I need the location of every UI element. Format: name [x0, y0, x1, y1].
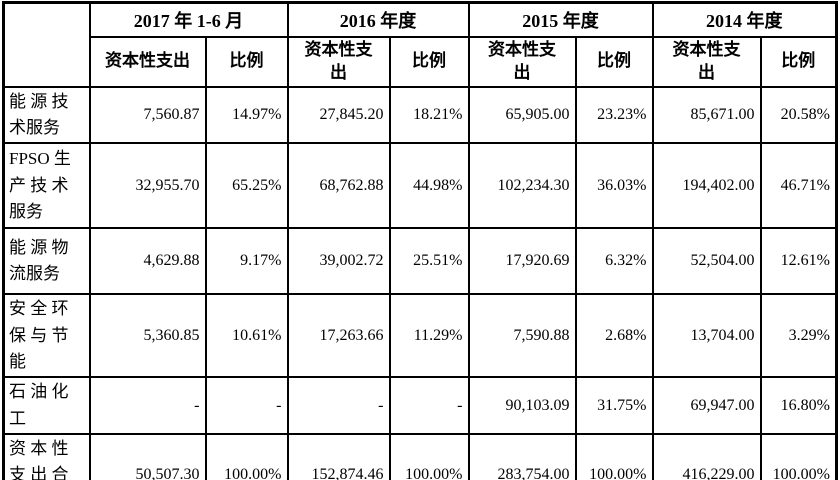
capex-cell: 17,263.66 — [286, 293, 391, 379]
capex-cell: 32,955.70 — [88, 142, 207, 230]
ratio-cell: - — [204, 376, 289, 435]
capex-subheader-2016: 资本性支 出 — [286, 35, 391, 88]
ratio-cell: 18.21% — [388, 85, 470, 145]
ratio-cell: 11.29% — [388, 293, 470, 379]
ratio-cell: 3.29% — [759, 293, 838, 379]
capex-cell: 65,905.00 — [467, 85, 577, 145]
capex-cell: 68,762.88 — [286, 142, 391, 230]
capex-cell: 7,590.88 — [467, 293, 577, 379]
ratio-cell: 2.68% — [574, 293, 654, 379]
period-header-2016: 2016 年度 — [286, 1, 470, 38]
capex-cell: 17,920.69 — [467, 227, 577, 296]
capex-cell: 85,671.00 — [651, 85, 762, 145]
capex-cell: 4,629.88 — [88, 227, 207, 296]
ratio-cell: - — [388, 376, 470, 435]
ratio-subheader-2017: 比例 — [204, 35, 289, 88]
table-row-safety-env: 安 全 环 保 与 节 能 5,360.85 10.61% 17,263.66 … — [2, 293, 838, 379]
capex-cell: 5,360.85 — [88, 293, 207, 379]
capex-cell: 283,754.00 — [467, 432, 577, 480]
capex-cell: 27,845.20 — [286, 85, 391, 145]
capex-cell: 90,103.09 — [467, 376, 577, 435]
table-row-energy-tech: 能 源 技 术服务 7,560.87 14.97% 27,845.20 18.2… — [2, 85, 838, 145]
ratio-cell: 65.25% — [204, 142, 289, 230]
capex-cell: 102,234.30 — [467, 142, 577, 230]
ratio-cell: 6.32% — [574, 227, 654, 296]
capex-cell: 69,947.00 — [651, 376, 762, 435]
ratio-subheader-2015: 比例 — [574, 35, 654, 88]
ratio-cell: 100.00% — [204, 432, 289, 480]
capex-subheader-2014: 资本性支 出 — [651, 35, 762, 88]
capex-cell: 52,504.00 — [651, 227, 762, 296]
ratio-cell: 100.00% — [574, 432, 654, 480]
row-label: 安 全 环 保 与 节 能 — [2, 293, 91, 379]
header-measure-row: 资本性支出 比例 资本性支 出 比例 资本性支 出 比例 资本性支 出 比例 — [4, 35, 838, 88]
table-row-energy-logistics: 能 源 物 流服务 4,629.88 9.17% 39,002.72 25.51… — [2, 227, 838, 296]
ratio-cell: 20.58% — [759, 85, 838, 145]
capex-cell: 194,402.00 — [651, 142, 762, 230]
ratio-cell: 12.61% — [759, 227, 838, 296]
ratio-subheader-2016: 比例 — [388, 35, 470, 88]
ratio-cell: 10.61% — [204, 293, 289, 379]
ratio-cell: 31.75% — [574, 376, 654, 435]
capex-subheader-2017: 资本性支出 — [88, 35, 207, 88]
period-header-2014: 2014 年度 — [651, 1, 838, 38]
table-row-fpso: FPSO 生 产 技 术 服务 32,955.70 65.25% 68,762.… — [2, 142, 838, 230]
period-header-2015: 2015 年度 — [467, 1, 654, 38]
ratio-cell: 14.97% — [204, 85, 289, 145]
period-header-2017: 2017 年 1-6 月 — [88, 1, 289, 38]
row-label: 能 源 技 术服务 — [2, 85, 91, 145]
ratio-cell: 36.03% — [574, 142, 654, 230]
row-label: 石 油 化 工 — [2, 376, 91, 435]
capex-subheader-2015: 资本性支 出 — [467, 35, 577, 88]
capex-cell: 152,874.46 — [286, 432, 391, 480]
row-label: FPSO 生 产 技 术 服务 — [2, 142, 91, 230]
table-row-total: 资 本 性 支 出 合 计 50,507.30 100.00% 152,874.… — [2, 432, 838, 480]
capex-cell: 50,507.30 — [88, 432, 207, 480]
ratio-cell: 16.80% — [759, 376, 838, 435]
table-row-petrochemical: 石 油 化 工 - - - - 90,103.09 31.75% 69,947.… — [2, 376, 838, 435]
ratio-cell: 46.71% — [759, 142, 838, 230]
capex-cell: 7,560.87 — [88, 85, 207, 145]
ratio-cell: 9.17% — [204, 227, 289, 296]
row-label: 能 源 物 流服务 — [2, 227, 91, 296]
ratio-cell: 100.00% — [759, 432, 838, 480]
capex-cell: - — [88, 376, 207, 435]
header-period-row: 2017 年 1-6 月 2016 年度 2015 年度 2014 年度 — [2, 1, 838, 88]
ratio-subheader-2014: 比例 — [759, 35, 838, 88]
capex-cell: - — [286, 376, 391, 435]
ratio-cell: 100.00% — [388, 432, 470, 480]
capex-cell: 39,002.72 — [286, 227, 391, 296]
capex-cell: 13,704.00 — [651, 293, 762, 379]
ratio-cell: 23.23% — [574, 85, 654, 145]
capex-cell: 416,229.00 — [651, 432, 762, 480]
ratio-cell: 44.98% — [388, 142, 470, 230]
corner-cell — [2, 1, 91, 88]
ratio-cell: 25.51% — [388, 227, 470, 296]
row-label: 资 本 性 支 出 合 计 — [2, 432, 91, 480]
